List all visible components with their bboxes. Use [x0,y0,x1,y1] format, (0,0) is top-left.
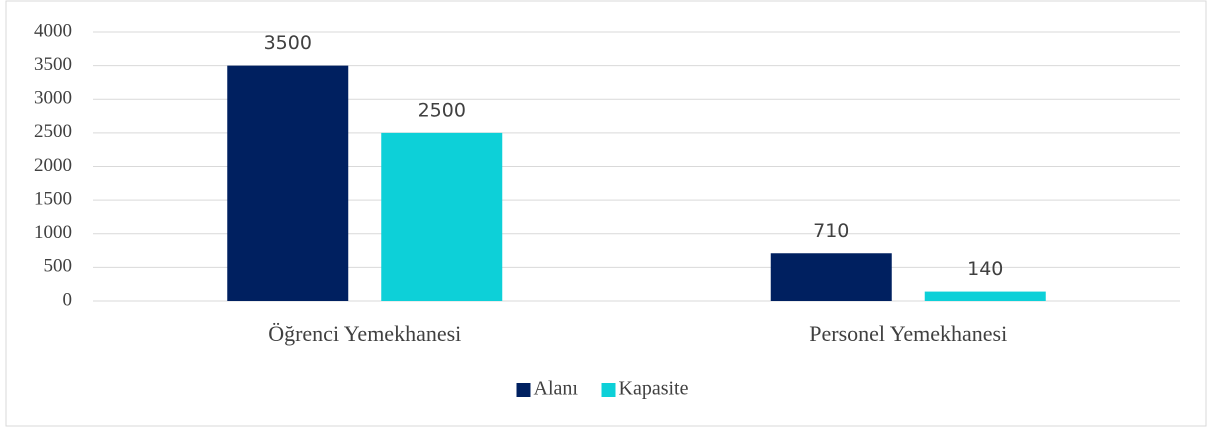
y-tick-label: 3500 [34,54,72,75]
y-tick-label: 0 [63,289,73,310]
bar [924,291,1046,301]
data-label: 710 [813,220,849,242]
x-tick-label: Öğrenci Yemekhanesi [268,321,461,346]
x-tick-label: Personel Yemekhanesi [809,321,1007,346]
bar [381,132,503,301]
legend-label: Alanı [534,378,579,400]
legend-swatch [601,383,616,397]
data-label: 2500 [418,99,466,121]
data-label: 3500 [264,32,312,54]
legend-label: Kapasite [619,378,689,400]
bar [227,65,349,301]
chart-frame [5,0,1207,427]
y-tick-label: 2000 [34,155,72,176]
y-tick-label: 1500 [34,188,72,209]
legend-swatch [516,383,531,397]
data-label: 140 [967,258,1003,280]
bar [770,253,892,301]
y-tick-label: 1000 [34,222,72,243]
y-tick-label: 500 [44,256,73,277]
y-tick-label: 4000 [34,20,72,41]
y-tick-label: 2500 [34,121,72,142]
y-tick-label: 3000 [34,88,72,109]
